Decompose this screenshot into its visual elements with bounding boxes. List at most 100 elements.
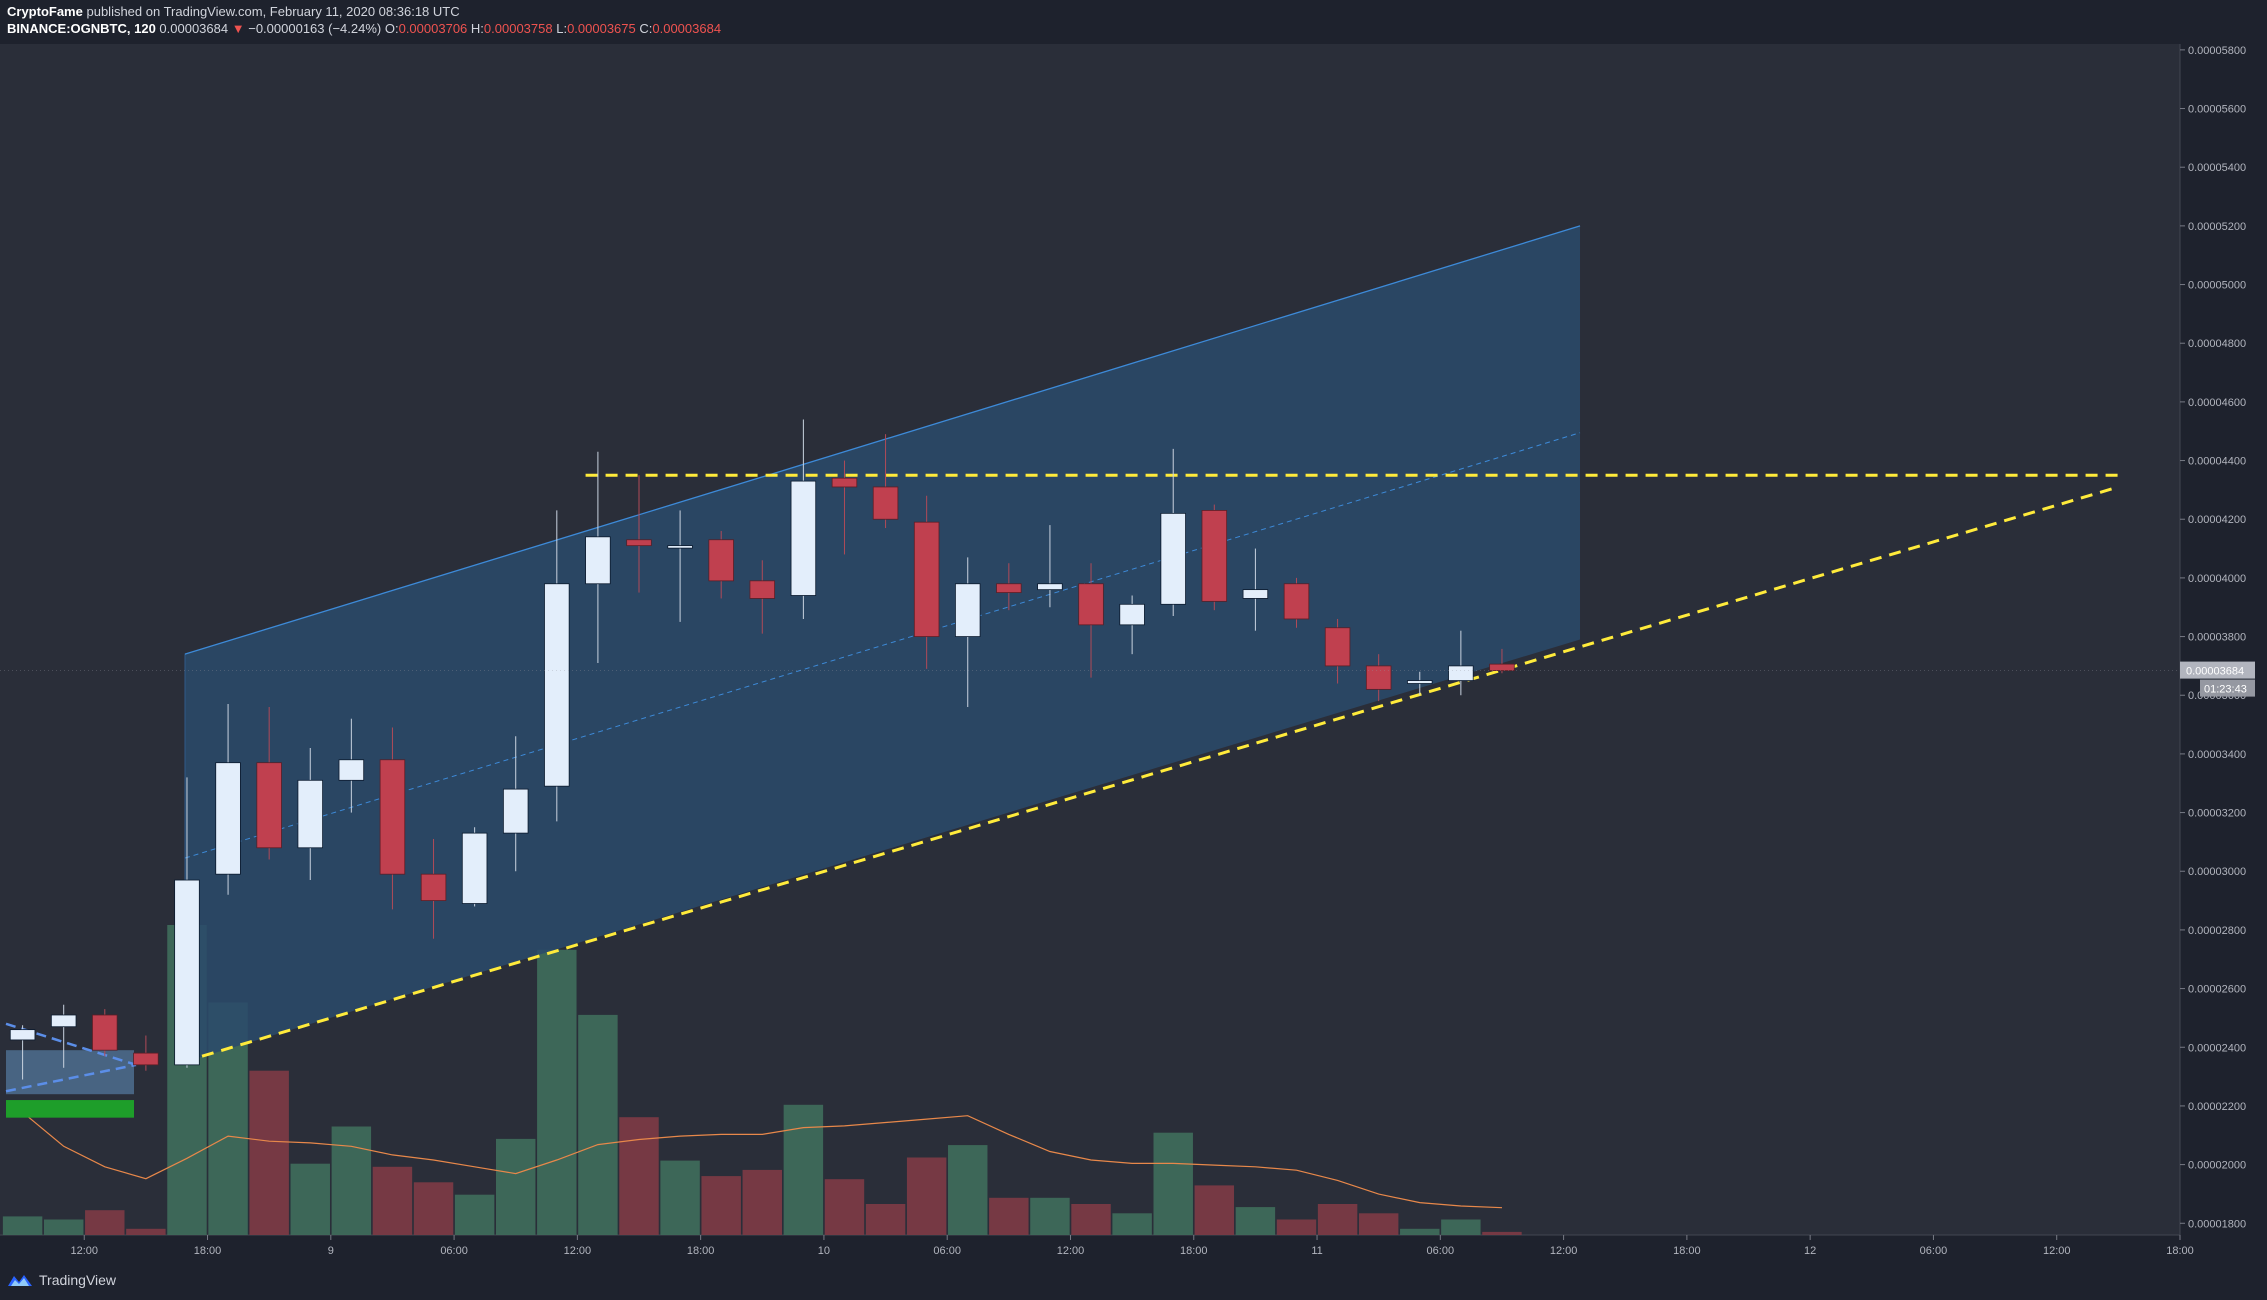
- time-tick-label: 12: [1804, 1245, 1816, 1257]
- candle-body: [1324, 627, 1351, 667]
- price-tick-label: 0.00004000: [2188, 573, 2246, 585]
- candle-body: [626, 539, 652, 547]
- time-tick-label: 12:00: [1550, 1245, 1578, 1257]
- candle-body: [1283, 583, 1310, 620]
- volume-bar: [619, 1117, 659, 1235]
- open-label: O:: [384, 21, 399, 36]
- high-label: H:: [470, 21, 484, 36]
- volume-bar: [1400, 1228, 1440, 1235]
- volume-bar: [1482, 1231, 1522, 1235]
- candle-body: [544, 583, 570, 787]
- volume-bar: [1112, 1213, 1152, 1235]
- volume-bar: [126, 1228, 166, 1235]
- candle-body: [1489, 663, 1515, 671]
- time-tick-label: 12:00: [70, 1245, 98, 1257]
- volume-bar: [989, 1197, 1029, 1235]
- volume-bar: [2, 1216, 43, 1235]
- candle-body: [502, 788, 529, 834]
- time-tick-label: 06:00: [933, 1245, 961, 1257]
- candle-body: [831, 477, 858, 488]
- regression-channel[interactable]: [5, 225, 1581, 1118]
- price-tick-label: 0.00003000: [2188, 866, 2246, 878]
- time-tick-label: 18:00: [194, 1245, 222, 1257]
- close-label: C:: [639, 21, 653, 36]
- candle-body: [256, 762, 282, 849]
- open-value: 0.00003706: [398, 21, 468, 36]
- volume-bar: [372, 1166, 413, 1235]
- candle-body: [1448, 665, 1474, 681]
- price-tick-label: 0.00001800: [2188, 1218, 2246, 1230]
- candle-body: [1365, 665, 1392, 690]
- volume-bar: [578, 1014, 618, 1235]
- candle-body: [1242, 589, 1269, 599]
- last-price-tag: [2180, 661, 2255, 679]
- volume-bar: [43, 1219, 84, 1235]
- author-name[interactable]: CryptoFame: [7, 4, 83, 19]
- low-label: L:: [556, 21, 568, 36]
- candle-body: [708, 539, 734, 582]
- time-tick-label: 12:00: [564, 1245, 592, 1257]
- brand-name: TradingView: [39, 1272, 117, 1288]
- channel-mid-line: [184, 432, 1581, 859]
- time-tick-label: 11: [1311, 1245, 1322, 1257]
- change-down-arrow-icon: ▼: [231, 21, 245, 36]
- price-tick-label: 0.00003800: [2188, 632, 2246, 644]
- volume-bar: [249, 1070, 289, 1235]
- time-tick-label: 9: [328, 1245, 334, 1257]
- countdown-tag: [2200, 679, 2255, 697]
- price-axis[interactable]: 0.00005800 0.00005600 0.00005400 0.00005200…: [2180, 45, 2246, 1230]
- time-tick-label: 18:00: [1180, 1245, 1208, 1257]
- candle-body: [1160, 512, 1186, 605]
- footer-bar: TradingView: [0, 1263, 2267, 1300]
- volume-bar: [948, 1145, 988, 1235]
- volume-bar: [331, 1126, 372, 1235]
- price-tick-label: 0.00002800: [2188, 925, 2246, 937]
- symbol-interval[interactable]: BINANCE:OGNBTC, 120: [7, 21, 156, 36]
- volume-bar: [1358, 1213, 1399, 1235]
- candle-body: [379, 759, 406, 875]
- channel-fill: [184, 225, 1581, 1062]
- candle-body: [1119, 603, 1145, 626]
- candle-body: [872, 486, 899, 520]
- volume-bar: [1276, 1219, 1317, 1235]
- candle-body: [749, 580, 776, 599]
- time-axis-background: [0, 1235, 2267, 1263]
- candle-body: [92, 1014, 118, 1051]
- price-tick-label: 0.00002000: [2188, 1160, 2246, 1172]
- volume-bar: [783, 1104, 824, 1235]
- volume-bar: [1071, 1204, 1111, 1235]
- candle-body: [585, 536, 611, 585]
- price-tick-label: 0.00004800: [2188, 338, 2246, 350]
- candle-body: [297, 779, 323, 849]
- time-tick-label: 12:00: [1057, 1245, 1085, 1257]
- last-price-tag-label: 0.00003684: [2186, 666, 2244, 678]
- price-axis-background: [2180, 44, 2267, 1235]
- price-tick-label: 0.00005200: [2188, 221, 2246, 233]
- tradingview-brand[interactable]: TradingView: [7, 1272, 116, 1288]
- candle-body: [1407, 680, 1433, 684]
- channel-upper-line: [184, 225, 1581, 655]
- drawn-trendlines[interactable]: [182, 473, 2119, 1064]
- chart-header: CryptoFame published on TradingView.com,…: [0, 0, 2267, 44]
- volume-bar: [1030, 1197, 1070, 1235]
- candles: [9, 419, 1515, 1080]
- time-tick-label: 06:00: [1427, 1245, 1455, 1257]
- candle-body: [174, 879, 200, 1066]
- volume-bar: [906, 1157, 947, 1235]
- time-tick-label: 06:00: [440, 1245, 468, 1257]
- volume-bar: [454, 1194, 495, 1235]
- volume-bar: [495, 1138, 536, 1235]
- publish-line: CryptoFame published on TradingView.com,…: [7, 4, 460, 19]
- time-axis[interactable]: 12:00 18:00 9 06:00 12:00 18:00 10 06:00 12:00 18…: [70, 1235, 2194, 1257]
- time-tick-label: 18:00: [1673, 1245, 1701, 1257]
- tradingview-logo-icon: [8, 1275, 32, 1286]
- candle-body: [667, 545, 693, 549]
- candle-body: [338, 759, 365, 781]
- support-trendline: [182, 485, 2119, 1064]
- ohlc-legend: BINANCE:OGNBTC, 120 0.00003684 ▼ −0.0000…: [7, 21, 721, 36]
- candle-body: [9, 1029, 36, 1041]
- last-price: 0.00003684: [159, 21, 229, 36]
- candle-body: [955, 583, 981, 637]
- left-green-zone: [6, 1100, 134, 1118]
